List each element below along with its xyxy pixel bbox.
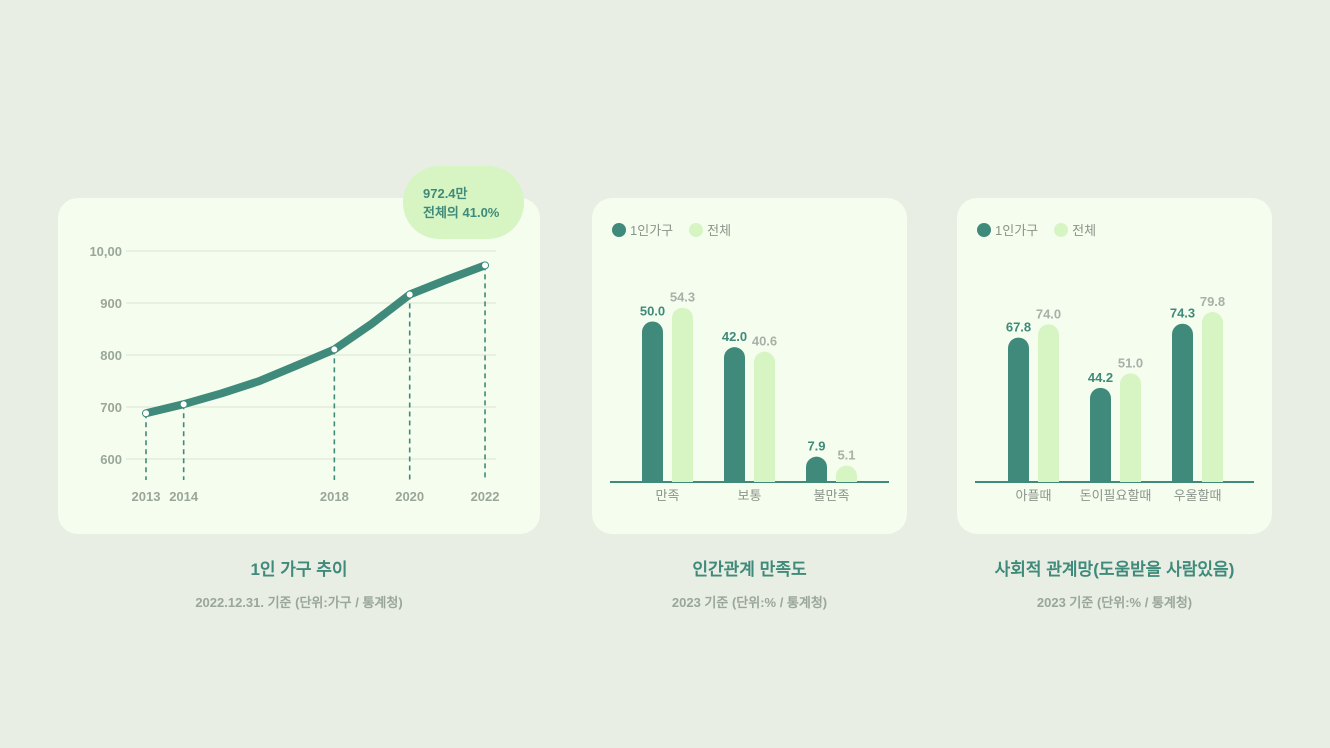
legend-swatch bbox=[977, 222, 991, 237]
x-category-label: 돈이필요할때 bbox=[1080, 488, 1152, 503]
legend-label: 1인가구 bbox=[995, 223, 1039, 238]
household-trend-card: 10,00 900 800 700 600 2013 2014 2018 2020 2022 bbox=[58, 198, 540, 534]
bar-value-label: 67.8 bbox=[1006, 320, 1031, 335]
legend-label: 전체 bbox=[1072, 223, 1097, 238]
legend-swatch bbox=[689, 222, 704, 237]
chart-subtitle: 2023 기준 (단위:% / 통계청) bbox=[1036, 595, 1193, 610]
x-category-label: 만족 bbox=[656, 488, 680, 503]
bar-single bbox=[724, 347, 745, 482]
bar-value-label: 7.9 bbox=[807, 439, 825, 454]
bar-value-label: 79.8 bbox=[1200, 294, 1225, 309]
satisfaction-caption: 인간관계 만족도 2023 기준 (단위:% / 통계청) bbox=[592, 555, 907, 611]
x-category-label: 보통 bbox=[738, 488, 762, 503]
bar-single bbox=[1090, 387, 1111, 482]
bar-value-label: 50.0 bbox=[640, 304, 665, 319]
social-network-bar-chart: 67.8 74.0 아플때 44.2 51.0 돈이필요할때 74.3 79.8 우울할때 bbox=[975, 294, 1254, 503]
x-category-label: 아플때 bbox=[1016, 488, 1052, 503]
x-tick-label: 2022 bbox=[471, 489, 500, 504]
callout-value: 972.4만 bbox=[423, 186, 468, 201]
bar-single bbox=[642, 321, 663, 482]
bar-single bbox=[1172, 323, 1193, 482]
x-tick-label: 2018 bbox=[320, 489, 349, 504]
data-point bbox=[406, 291, 413, 298]
relationship-satisfaction-card: 1인가구 전체 50.0 54.3 만족 42.0 40.6 보통 7.9 5.1 불만족 bbox=[592, 198, 907, 534]
bar-value-label: 74.3 bbox=[1170, 306, 1195, 321]
x-tick-label: 2013 bbox=[132, 489, 161, 504]
social-network-card: 1인가구 전체 67.8 74.0 아플때 44.2 51.0 돈이필요할때 74.3 79.… bbox=[957, 198, 1272, 534]
chart-subtitle: 2023 기준 (단위:% / 통계청) bbox=[671, 595, 828, 610]
social-network-caption: 사회적 관계망(도움받을 사람있음) 2023 기준 (단위:% / 통계청) bbox=[957, 555, 1272, 611]
bar-value-label: 42.0 bbox=[722, 329, 747, 344]
bar-value-label: 5.1 bbox=[837, 448, 855, 463]
y-tick-label: 800 bbox=[100, 348, 122, 363]
y-tick-label: 700 bbox=[100, 400, 122, 415]
bar-value-label: 51.0 bbox=[1118, 355, 1143, 370]
x-tick-label: 2014 bbox=[169, 489, 199, 504]
bar-value-label: 54.3 bbox=[670, 290, 695, 305]
legend-swatch bbox=[612, 222, 626, 237]
callout-bubble: 972.4만 전체의 41.0% bbox=[403, 166, 524, 239]
bar-value-label: 40.6 bbox=[752, 334, 777, 349]
household-trend-caption: 1인 가구 추이 2022.12.31. 기준 (단위:가구 / 통계청) bbox=[58, 555, 540, 611]
chart-title: 1인 가구 추이 bbox=[250, 560, 348, 579]
callout-share: 전체의 41.0% bbox=[423, 205, 500, 220]
chart-title: 인간관계 만족도 bbox=[692, 560, 807, 579]
data-point bbox=[482, 262, 489, 269]
bar-value-label: 74.0 bbox=[1036, 306, 1061, 321]
y-tick-label: 600 bbox=[100, 452, 122, 467]
bar-value-label: 44.2 bbox=[1088, 370, 1113, 385]
legend-label: 전체 bbox=[707, 223, 732, 238]
bar-single bbox=[806, 456, 827, 482]
bar-total bbox=[1038, 324, 1059, 482]
x-category-label: 우울할때 bbox=[1174, 488, 1222, 503]
legend-item-single: 1인가구 bbox=[612, 220, 673, 239]
bar-total bbox=[672, 307, 693, 482]
data-point bbox=[180, 401, 187, 408]
legend-item-single: 1인가구 bbox=[977, 220, 1038, 239]
legend-label: 1인가구 bbox=[630, 223, 674, 238]
legend: 1인가구 전체 bbox=[977, 220, 1096, 239]
legend-item-total: 전체 bbox=[1054, 220, 1096, 239]
y-tick-label: 10,00 bbox=[89, 244, 122, 259]
legend-swatch bbox=[1054, 222, 1069, 237]
household-trend-chart: 10,00 900 800 700 600 2013 2014 2018 2020 2022 bbox=[89, 244, 500, 504]
x-category-label: 불만족 bbox=[814, 488, 850, 503]
chart-title: 사회적 관계망(도움받을 사람있음) bbox=[994, 560, 1235, 579]
bar-total bbox=[1120, 373, 1141, 482]
y-tick-label: 900 bbox=[100, 296, 122, 311]
data-point bbox=[331, 346, 338, 353]
bar-total bbox=[836, 465, 857, 482]
satisfaction-bar-chart: 50.0 54.3 만족 42.0 40.6 보통 7.9 5.1 불만족 bbox=[610, 290, 889, 503]
data-point bbox=[143, 410, 149, 417]
series-line bbox=[142, 261, 490, 418]
legend-item-total: 전체 bbox=[689, 220, 731, 239]
bar-total bbox=[754, 351, 775, 482]
chart-subtitle: 2022.12.31. 기준 (단위:가구 / 통계청) bbox=[195, 595, 403, 610]
legend: 1인가구 전체 bbox=[612, 220, 731, 239]
bar-total bbox=[1202, 312, 1223, 482]
x-tick-label: 2020 bbox=[395, 489, 424, 504]
bar-single bbox=[1008, 337, 1029, 482]
